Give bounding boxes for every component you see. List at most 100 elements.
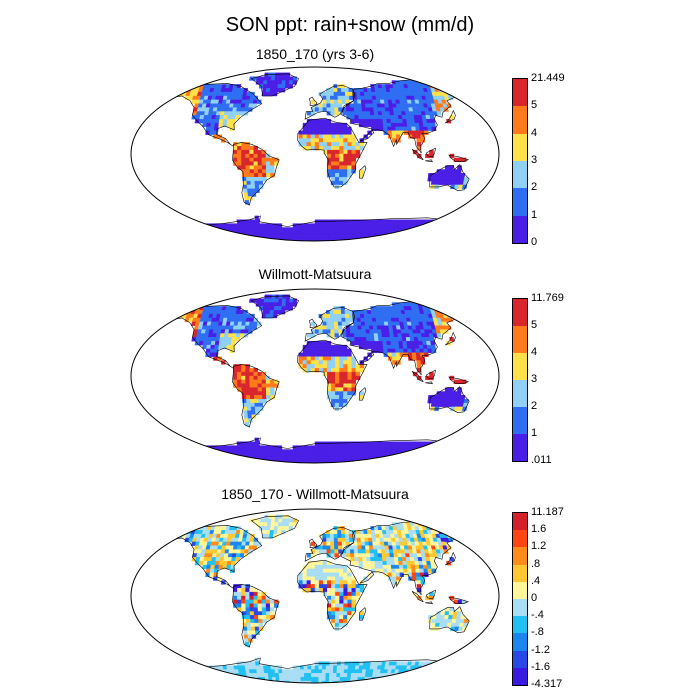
map-grid-cell: [451, 441, 458, 446]
colorbar-label: 5: [531, 319, 538, 331]
map-grid-cell: [460, 665, 467, 670]
map-grid-cell: [455, 219, 461, 224]
map-grid-cell: [341, 313, 346, 319]
map-grid-cell: [274, 453, 280, 458]
map-grid-cell: [343, 138, 348, 143]
map-grid-cell: [179, 530, 185, 535]
map-grid-cell: [359, 530, 365, 535]
map-grid-cell: [440, 460, 447, 463]
map-grid-cell: [466, 234, 473, 240]
map-grid-cell: [182, 676, 188, 682]
map-grid-cell: [151, 453, 158, 458]
map-grid-cell: [243, 456, 249, 462]
map-grid-cell: [373, 549, 379, 554]
map-grid-cell: [440, 526, 446, 531]
map-grid-cell: [166, 313, 173, 319]
map-grid-cell: [269, 603, 275, 608]
map-grid-cell: [278, 76, 283, 81]
map-grid-cell: [310, 138, 316, 143]
map-grid-cell: [318, 673, 323, 678]
map-grid-cell: [261, 391, 267, 396]
map-grid-cell: [226, 344, 232, 350]
map-grid-cell: [448, 165, 454, 170]
map-grid-cell: [340, 88, 346, 93]
map-grid-cell: [310, 134, 316, 139]
map-grid-cell: [318, 549, 324, 554]
map-grid-cell: [314, 676, 319, 682]
map-grid-cell: [322, 561, 328, 566]
map-grid-cell: [464, 665, 471, 670]
map-grid-cell: [302, 138, 308, 143]
map-grid-cell: [391, 134, 397, 139]
map-grid-cell: [343, 453, 348, 458]
map-grid-cell: [415, 669, 422, 674]
map-grid-cell: [464, 231, 471, 236]
map-grid-cell: [270, 518, 276, 523]
map-grid-cell: [176, 84, 183, 89]
map-grid-cell: [220, 673, 226, 678]
map-grid-cell: [427, 676, 434, 682]
map-grid-cell: [325, 227, 330, 232]
map-grid-cell: [452, 88, 459, 93]
map-grid-cell: [343, 371, 348, 377]
map-grid-cell: [242, 406, 248, 412]
map-grid-cell: [339, 576, 344, 581]
map-grid-cell: [448, 387, 454, 392]
map-grid-cell: [157, 669, 164, 674]
map-grid-cell: [245, 157, 250, 162]
map-grid-cell: [209, 130, 215, 135]
map-grid-cell: [285, 227, 290, 232]
map-grid-cell: [359, 584, 365, 589]
map-grid-cell: [241, 99, 247, 104]
map-grid-cell: [382, 564, 388, 570]
map-grid-cell: [423, 680, 429, 683]
map-grid-cell: [288, 302, 294, 307]
map-grid-cell: [347, 371, 353, 377]
map-grid-cell: [244, 238, 249, 241]
map-grid-cell: [314, 138, 320, 143]
map-grid-cell: [190, 460, 197, 463]
map-grid-cell: [306, 134, 312, 139]
map-grid-cell: [332, 453, 337, 458]
map-grid-cell: [318, 445, 323, 450]
colorbar-label: 3: [531, 373, 538, 385]
map-grid-cell: [311, 445, 316, 450]
map-grid-cell: [183, 449, 189, 454]
map-grid-cell: [303, 223, 308, 228]
map-grid-cell: [347, 227, 352, 232]
map-grid-cell: [241, 595, 246, 601]
map-grid-cell: [372, 321, 378, 326]
map-grid-cell: [453, 665, 460, 670]
map-grid-cell: [201, 238, 207, 241]
map-grid-cell: [266, 223, 272, 228]
map-grid-cell: [311, 676, 316, 682]
map-grid-cell: [330, 176, 336, 182]
map-grid-cell: [285, 453, 291, 458]
map-grid-cell: [450, 231, 457, 236]
map-grid-cell: [335, 161, 340, 166]
map-grid-cell: [311, 665, 316, 670]
map-grid-cell: [214, 564, 220, 570]
map-grid-cell: [328, 676, 334, 682]
map-grid-cell: [334, 173, 340, 178]
map-grid-cell: [278, 298, 283, 303]
map-grid-cell: [378, 337, 383, 342]
map-grid-cell: [395, 126, 401, 132]
map-grid-cell: [333, 541, 339, 546]
map-grid-cell: [455, 441, 461, 446]
map-grid-cell: [378, 119, 384, 124]
map-grid-cell: [437, 460, 443, 463]
map-grid-cell: [340, 661, 346, 666]
map-grid-cell: [381, 553, 387, 558]
map-grid-cell: [293, 676, 298, 682]
map-grid-cell: [253, 383, 259, 388]
map-grid-cell: [463, 530, 470, 535]
map-grid-cell: [386, 344, 392, 350]
map-grid-cell: [168, 449, 175, 454]
map-grid-cell: [402, 564, 408, 570]
map-grid-cell: [265, 88, 271, 93]
map-grid-cell: [322, 138, 328, 143]
map-grid-cell: [335, 676, 341, 682]
map-grid-cell: [237, 599, 242, 604]
map-grid-cell: [168, 234, 174, 240]
